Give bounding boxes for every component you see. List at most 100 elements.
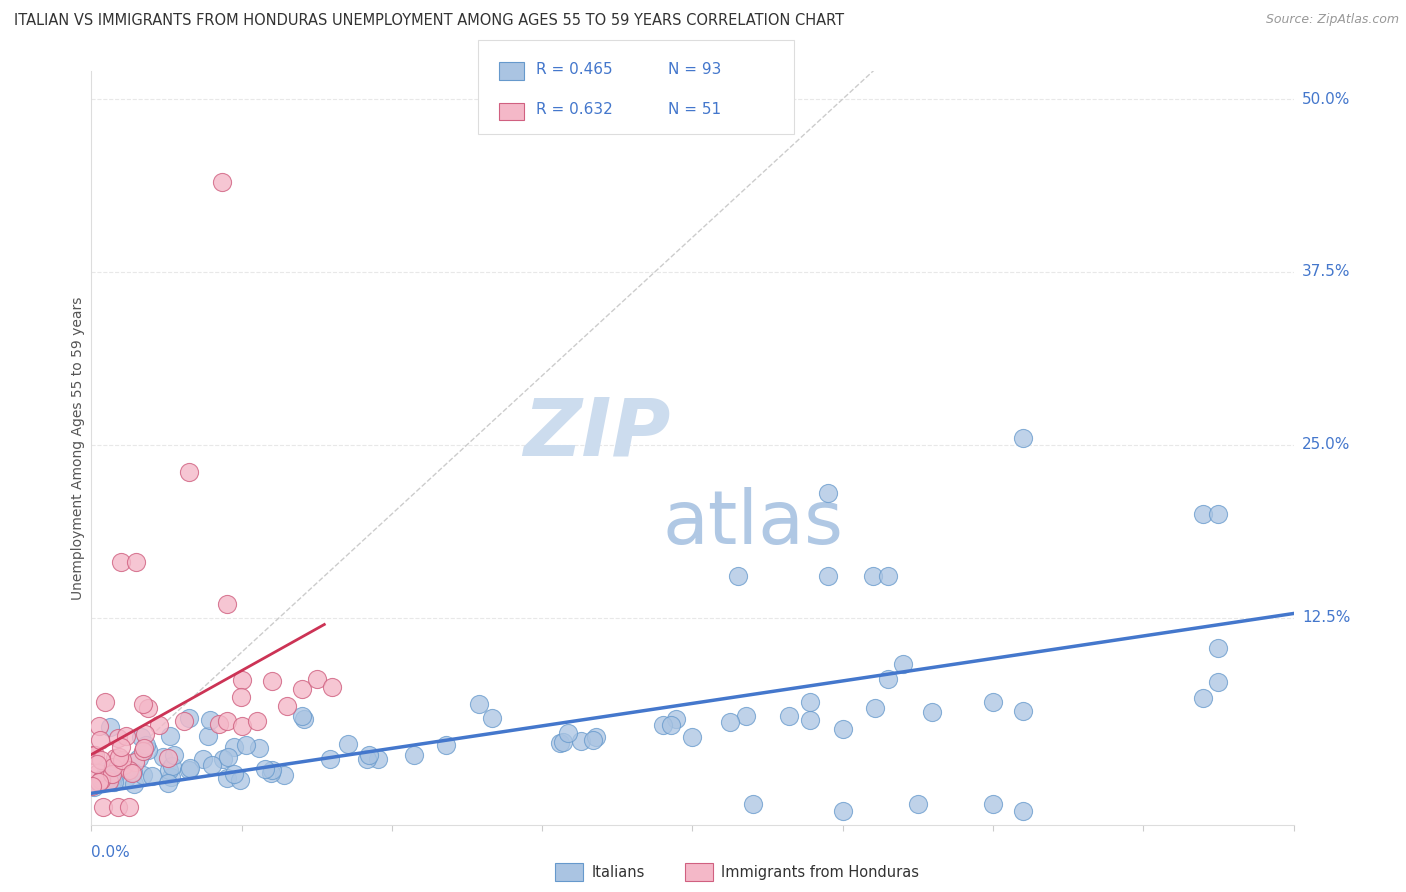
- Point: [215, 597, 238, 611]
- Point: [134, 727, 156, 741]
- Point: [80, 779, 103, 793]
- Point: [129, 730, 152, 744]
- Point: [121, 766, 143, 780]
- Point: [273, 768, 295, 782]
- Point: [585, 730, 607, 744]
- Point: [94, 764, 117, 778]
- Point: [86, 756, 108, 771]
- Point: [727, 569, 749, 583]
- Point: [481, 711, 503, 725]
- Point: [865, 701, 887, 715]
- Point: [235, 738, 257, 752]
- Point: [114, 758, 136, 772]
- Point: [131, 767, 153, 781]
- Point: [741, 797, 763, 812]
- Point: [179, 761, 201, 775]
- Point: [134, 741, 156, 756]
- Point: [201, 758, 224, 772]
- Point: [128, 751, 150, 765]
- Point: [160, 758, 183, 772]
- Point: [173, 714, 195, 728]
- Point: [817, 569, 839, 583]
- Point: [104, 751, 127, 765]
- Point: [305, 672, 328, 686]
- Point: [105, 766, 128, 780]
- Point: [1208, 675, 1230, 690]
- Text: 12.5%: 12.5%: [1302, 610, 1350, 625]
- Point: [817, 486, 839, 500]
- Point: [1012, 804, 1035, 818]
- Point: [321, 680, 343, 694]
- Point: [179, 763, 201, 777]
- Point: [224, 766, 246, 780]
- Point: [336, 737, 359, 751]
- Point: [551, 734, 574, 748]
- Point: [107, 800, 129, 814]
- Point: [229, 690, 252, 704]
- Point: [659, 717, 682, 731]
- Point: [110, 740, 132, 755]
- Point: [665, 712, 688, 726]
- Point: [208, 716, 231, 731]
- Point: [177, 711, 200, 725]
- Point: [224, 739, 246, 754]
- Text: N = 93: N = 93: [668, 62, 721, 77]
- Point: [276, 699, 298, 714]
- Point: [157, 763, 180, 777]
- Point: [136, 701, 159, 715]
- Point: [253, 762, 276, 776]
- Text: 50.0%: 50.0%: [1302, 92, 1350, 106]
- Point: [177, 466, 200, 480]
- Point: [292, 712, 315, 726]
- Point: [876, 569, 898, 583]
- Point: [291, 709, 314, 723]
- Point: [148, 718, 170, 732]
- Point: [260, 674, 283, 689]
- Point: [98, 720, 121, 734]
- Point: [91, 771, 114, 785]
- Point: [141, 769, 163, 783]
- Point: [247, 741, 270, 756]
- Point: [891, 657, 914, 672]
- Point: [468, 698, 491, 712]
- Point: [862, 569, 884, 583]
- Point: [94, 694, 117, 708]
- Point: [103, 774, 125, 789]
- Point: [246, 714, 269, 728]
- Point: [82, 748, 104, 763]
- Point: [231, 673, 253, 687]
- Point: [981, 797, 1004, 812]
- Point: [87, 766, 110, 780]
- Point: [90, 772, 112, 787]
- Point: [291, 682, 314, 697]
- Point: [132, 697, 155, 711]
- Point: [557, 726, 579, 740]
- Point: [114, 772, 136, 786]
- Point: [229, 772, 252, 787]
- Point: [1192, 691, 1215, 706]
- Text: Immigrants from Honduras: Immigrants from Honduras: [721, 865, 920, 880]
- Point: [118, 764, 141, 778]
- Point: [260, 763, 283, 777]
- Point: [876, 672, 898, 686]
- Text: 37.5%: 37.5%: [1302, 264, 1350, 279]
- Point: [98, 774, 121, 789]
- Point: [569, 733, 592, 747]
- Point: [404, 748, 426, 763]
- Point: [101, 759, 124, 773]
- Point: [124, 755, 146, 769]
- Point: [197, 729, 219, 743]
- Point: [1208, 641, 1230, 656]
- Point: [160, 770, 183, 784]
- Point: [89, 719, 111, 733]
- Point: [157, 751, 180, 765]
- Point: [831, 722, 853, 736]
- Text: 25.0%: 25.0%: [1302, 437, 1350, 452]
- Point: [97, 771, 120, 785]
- Point: [107, 731, 129, 745]
- Point: [367, 752, 389, 766]
- Point: [582, 733, 605, 747]
- Point: [131, 744, 153, 758]
- Point: [156, 776, 179, 790]
- Point: [681, 730, 703, 744]
